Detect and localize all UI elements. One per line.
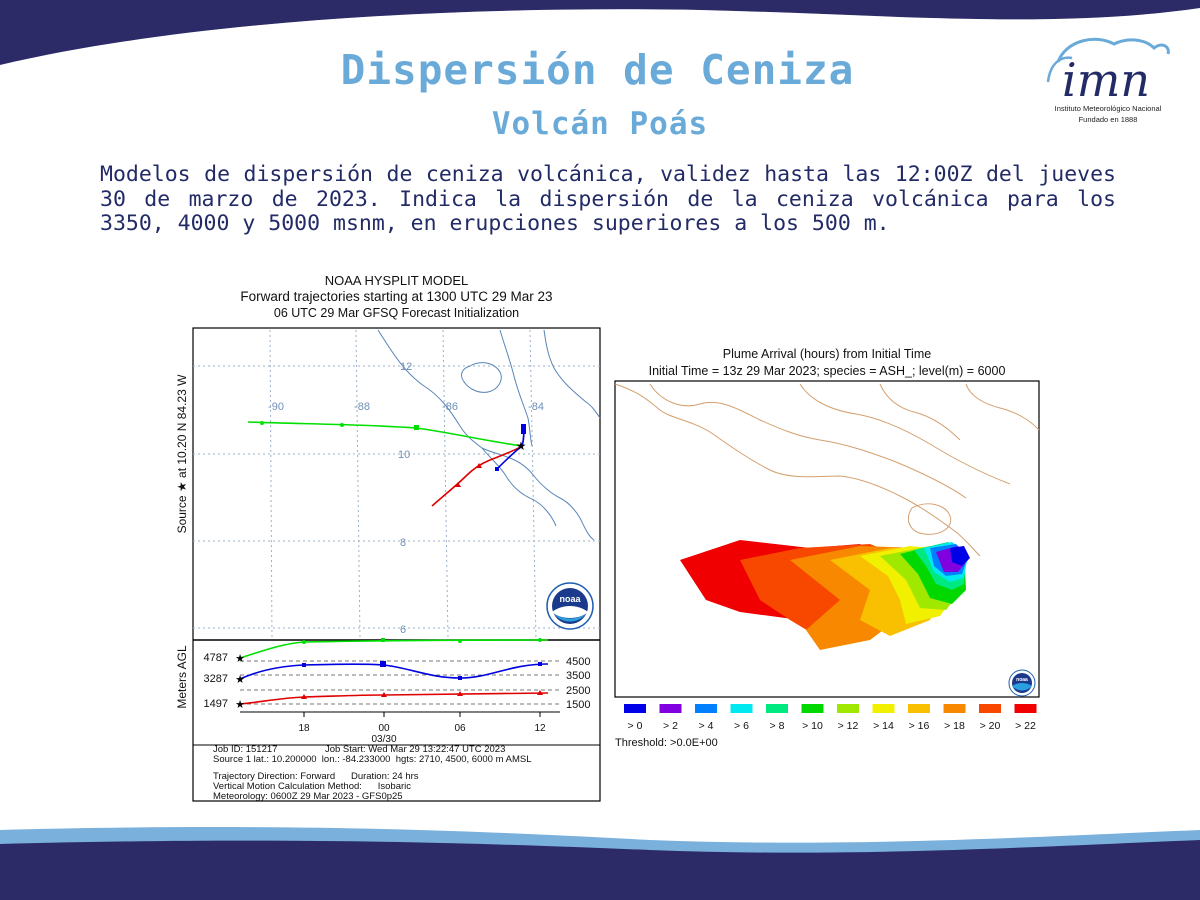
legend-label-4: > 8 xyxy=(770,720,785,732)
logo-founded: Fundado en 1888 xyxy=(1078,115,1138,124)
plume-frame xyxy=(614,380,1040,698)
start-height-3: 1497 xyxy=(204,698,228,710)
legend-swatch-0 xyxy=(624,704,646,713)
lon-label-88: -88 xyxy=(354,401,370,413)
legend-label-8: > 16 xyxy=(909,720,930,732)
source-star: ★ xyxy=(516,439,527,453)
hysplit-trajectory-plot: -90 -88 -86 -84 12 10 8 6 ★ Source ★ at … xyxy=(175,327,601,802)
map-coastline xyxy=(377,329,601,541)
legend-swatch-11 xyxy=(1014,704,1037,713)
height-tick-1500: 1500 xyxy=(566,699,590,711)
legend-swatch-7 xyxy=(872,704,895,713)
lon-label-86: -86 xyxy=(442,401,458,413)
start-height-1: 4787 xyxy=(204,652,228,664)
plume-coastline xyxy=(614,383,1040,557)
source-location-label: Source ★ at 10.20 N 84.23 W xyxy=(175,374,189,534)
svg-text:★: ★ xyxy=(235,673,245,686)
height-tick-3500: 3500 xyxy=(566,670,590,682)
plume-legend: > 0 > 2 > 4 > 6 > 8 > 10 > 12 > 14 > 16 > 18 > 20 >… xyxy=(624,704,1037,732)
hysplit-header-2: Forward trajectories starting at 1300 UT… xyxy=(240,289,553,304)
hysplit-info-2: Source 1 lat.: 10.200000 lon.: -84.23300… xyxy=(213,754,532,765)
height-tick-2500: 2500 xyxy=(566,685,590,697)
hysplit-header-1: NOAA HYSPLIT MODEL xyxy=(324,273,469,288)
map-trajectory-markers: ★ xyxy=(260,421,526,487)
logo-wordmark: imn xyxy=(1062,53,1150,104)
legend-swatch-6 xyxy=(837,704,859,713)
legend-swatch-5 xyxy=(801,704,824,713)
hysplit-info-5: Meteorology: 0600Z 29 Mar 2023 - GFS0p25 xyxy=(213,791,403,802)
legend-swatch-10 xyxy=(979,704,1001,713)
time-tick-00: 00 xyxy=(378,723,390,734)
svg-text:★: ★ xyxy=(235,652,245,665)
legend-swatch-9 xyxy=(943,704,966,713)
legend-swatch-1 xyxy=(659,704,682,713)
legend-label-10: > 20 xyxy=(980,720,1001,732)
plume-threshold: Threshold: >0.0E+00 xyxy=(615,737,718,749)
meters-agl-label: Meters AGL xyxy=(175,645,189,709)
legend-label-3: > 6 xyxy=(734,720,749,732)
legend-label-0: > 0 xyxy=(628,720,643,732)
hysplit-frame xyxy=(192,327,601,802)
lon-label-84: -84 xyxy=(528,401,544,413)
time-axis-ticks xyxy=(240,711,560,717)
plume-arrival-plot: noaa > 0 > 2 > 4 > 6 > 8 > 10 > 12 > 14 > 16 > 18… xyxy=(614,380,1040,732)
plume-ash-field xyxy=(680,540,970,650)
time-tick-06: 06 xyxy=(454,723,466,734)
legend-label-2: > 4 xyxy=(699,720,714,732)
legend-label-7: > 14 xyxy=(873,720,894,732)
hysplit-info-1: Job ID: 151217 Job Start: Wed Mar 29 13:… xyxy=(213,744,506,755)
date-label: 03/30 xyxy=(371,734,396,745)
lon-label-90: -90 xyxy=(268,401,284,413)
top-banner xyxy=(0,0,1200,72)
lat-label-10: 10 xyxy=(398,449,410,461)
lat-label-8: 8 xyxy=(400,537,406,549)
svg-text:noaa: noaa xyxy=(559,594,581,604)
legend-label-11: > 22 xyxy=(1015,720,1036,732)
plume-header-1: Plume Arrival (hours) from Initial Time xyxy=(722,347,932,361)
height-tick-4500: 4500 xyxy=(566,656,590,668)
lat-label-6: 6 xyxy=(400,624,406,636)
legend-label-6: > 12 xyxy=(838,720,859,732)
noaa-logo-hysplit: noaa xyxy=(546,582,594,630)
lat-label-12: 12 xyxy=(400,361,412,373)
logo-institution: Instituto Meteorológico Nacional xyxy=(1054,104,1162,113)
profile-gridlines xyxy=(240,660,560,705)
start-height-2: 3287 xyxy=(204,673,228,685)
slide-subtitle: Volcán Poás xyxy=(491,106,709,142)
profile-markers: ★ ★ ★ xyxy=(235,638,543,711)
legend-label-9: > 18 xyxy=(944,720,965,732)
noaa-logo-plume: noaa xyxy=(1008,669,1036,697)
legend-swatch-8 xyxy=(908,704,930,713)
svg-text:noaa: noaa xyxy=(1016,677,1028,683)
time-tick-12: 12 xyxy=(534,723,546,734)
legend-swatch-4 xyxy=(766,704,788,713)
slide-title: Dispersión de Ceniza xyxy=(340,46,855,94)
hysplit-info-3: Trajectory Direction: Forward Duration: … xyxy=(213,771,419,782)
legend-swatch-2 xyxy=(695,704,717,713)
plume-header-2: Initial Time = 13z 29 Mar 2023; species … xyxy=(648,364,1006,378)
hysplit-info-4: Vertical Motion Calculation Method: Isob… xyxy=(213,781,412,792)
hysplit-header-3: 06 UTC 29 Mar GFSQ Forecast Initializati… xyxy=(273,306,520,320)
bottom-banner xyxy=(0,827,1200,900)
legend-label-1: > 2 xyxy=(663,720,678,732)
legend-label-5: > 10 xyxy=(802,720,823,732)
svg-text:★: ★ xyxy=(235,698,245,711)
map-grid xyxy=(193,329,600,641)
slide-description: Modelos de dispersión de ceniza volcánic… xyxy=(100,162,1116,236)
imn-logo: imn Instituto Meteorológico Nacional Fun… xyxy=(1038,34,1178,129)
legend-swatch-3 xyxy=(730,704,753,713)
time-tick-18: 18 xyxy=(298,723,310,734)
